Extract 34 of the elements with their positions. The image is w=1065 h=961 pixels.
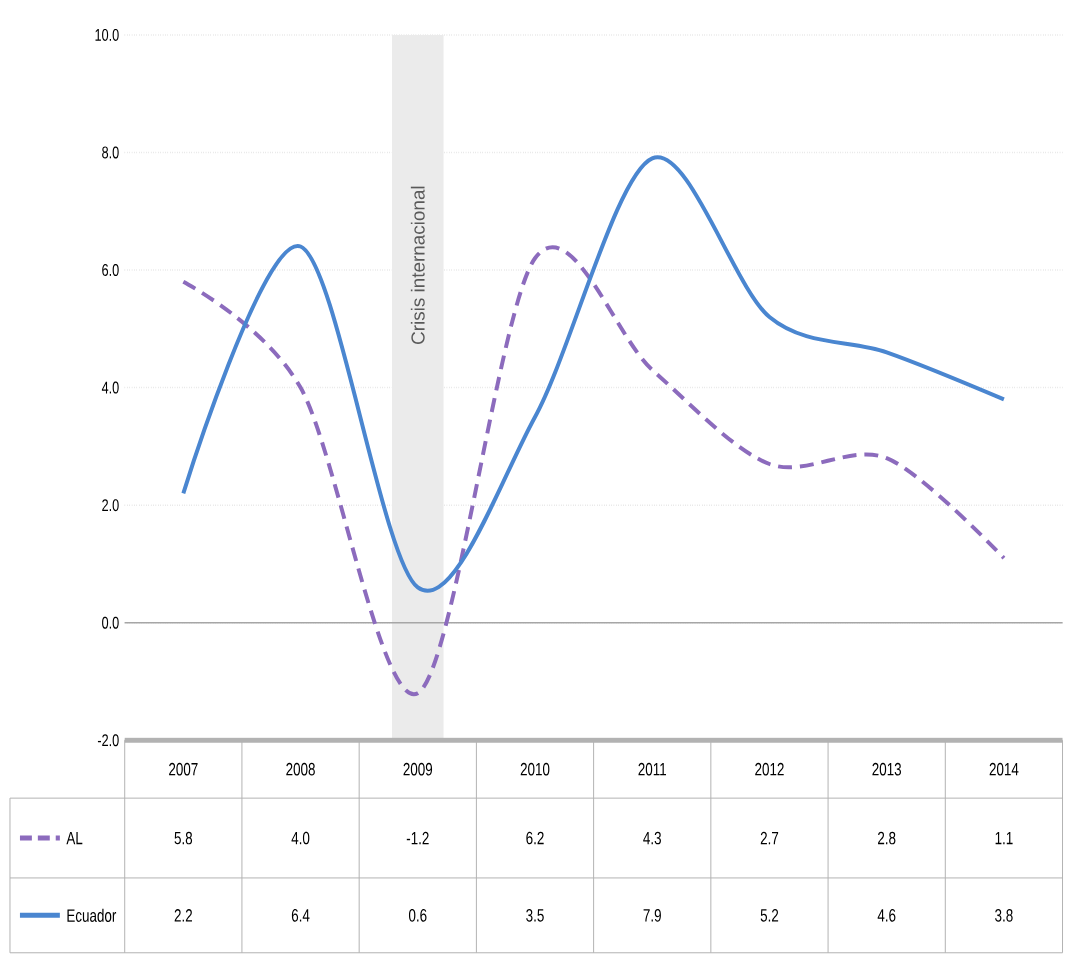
data-label: 0.6	[408, 909, 427, 922]
x-tick-label: 2013	[872, 762, 902, 776]
legend-label: AL	[66, 832, 83, 845]
data-label: 2.7	[760, 831, 779, 845]
data-label: 4.0	[291, 831, 310, 845]
data-label: -1.2	[406, 831, 429, 845]
data-label: 5.8	[174, 831, 193, 845]
x-tick-label: 2012	[755, 762, 784, 776]
data-label: 6.4	[291, 909, 310, 922]
band-label: Crisis internacional	[410, 186, 425, 345]
legend-label: Ecuador	[67, 908, 117, 923]
x-tick-label: 2010	[520, 762, 550, 776]
data-label: 6.2	[526, 831, 544, 845]
x-tick-label: 2007	[169, 762, 198, 776]
y-tick-label: 4.0	[101, 381, 119, 394]
data-label: 2.2	[174, 909, 192, 922]
data-label: 4.3	[643, 831, 661, 845]
y-tick-label: 10.0	[95, 29, 119, 42]
data-label: 5.2	[760, 909, 779, 922]
y-tick-label: 8.0	[102, 146, 119, 159]
data-label: 1.1	[995, 832, 1013, 845]
y-tick-label: 6.0	[102, 264, 119, 277]
data-label: 3.5	[526, 909, 544, 922]
x-tick-label: 2008	[286, 762, 315, 776]
y-tick-label: -2.0	[97, 734, 119, 747]
data-label: 2.8	[878, 831, 896, 845]
x-tick-label: 2009	[403, 762, 433, 776]
x-tick-label: 2014	[989, 762, 1019, 776]
data-label: 4.6	[877, 909, 896, 922]
data-label: 7.9	[643, 909, 661, 922]
x-tick-label: 2011	[638, 762, 666, 776]
y-tick-label: 2.0	[102, 499, 119, 512]
data-label: 3.8	[995, 909, 1013, 922]
y-tick-label: 0.0	[102, 616, 119, 629]
